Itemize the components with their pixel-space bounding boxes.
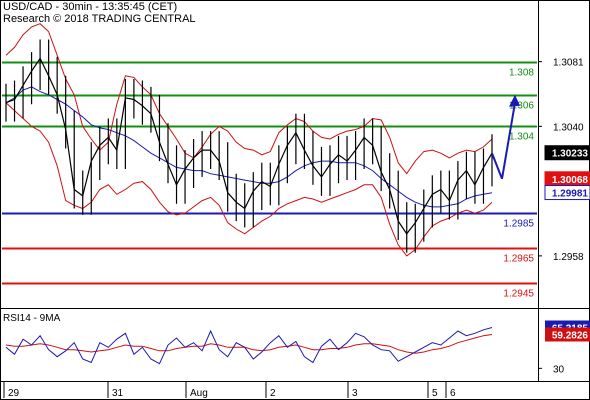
rsi-axis-label: 30: [553, 364, 565, 375]
bollinger-lower-line: [5, 102, 493, 257]
time-axis-label: 3: [352, 388, 358, 399]
forecast-arrow-head: [509, 94, 520, 107]
time-axis-label: 2: [270, 388, 276, 399]
price-axis-label: 1.3040: [553, 122, 584, 133]
level-label: 1.308: [509, 68, 534, 79]
level-label: 1.306: [509, 101, 534, 112]
rsi-ma-label: 59.2826: [552, 331, 589, 342]
price-box-label: 1.30233: [552, 149, 589, 160]
level-label: 1.2965: [503, 254, 534, 265]
price-box-label: 1.30068: [552, 175, 589, 186]
rsi-line: [5, 327, 493, 365]
price-box: [544, 185, 590, 201]
time-axis-label: 5: [432, 388, 438, 399]
bollinger-upper-line: [5, 23, 493, 175]
price-box-label: 1.29981: [552, 189, 589, 200]
rsi-ma-box: [545, 327, 590, 342]
rsi-title: RSI14 - 9MA: [3, 313, 61, 324]
copyright-text: Research © 2018 TRADING CENTRAL: [3, 13, 196, 25]
level-label: 1.2985: [503, 219, 534, 230]
time-axis-label: 29: [8, 388, 20, 399]
time-axis-label: 6: [450, 388, 456, 399]
forecast-line: [491, 152, 503, 180]
level-label: 1.2945: [503, 289, 534, 300]
price-axis-label: 1.3081: [553, 58, 584, 69]
time-axis-label: Aug: [190, 388, 208, 399]
rsi-ma-line: [5, 334, 493, 354]
forecast-arrow-shaft: [501, 102, 516, 179]
price-axis-label: 1.2958: [553, 252, 584, 263]
level-label: 1.304: [509, 132, 534, 143]
price-box: [544, 145, 590, 161]
time-axis-label: 31: [112, 388, 124, 399]
chart-title: USD/CAD - 30min - 13:35:45 (CET): [3, 1, 178, 13]
price-line: [5, 57, 493, 235]
moving-average-line: [5, 86, 493, 208]
